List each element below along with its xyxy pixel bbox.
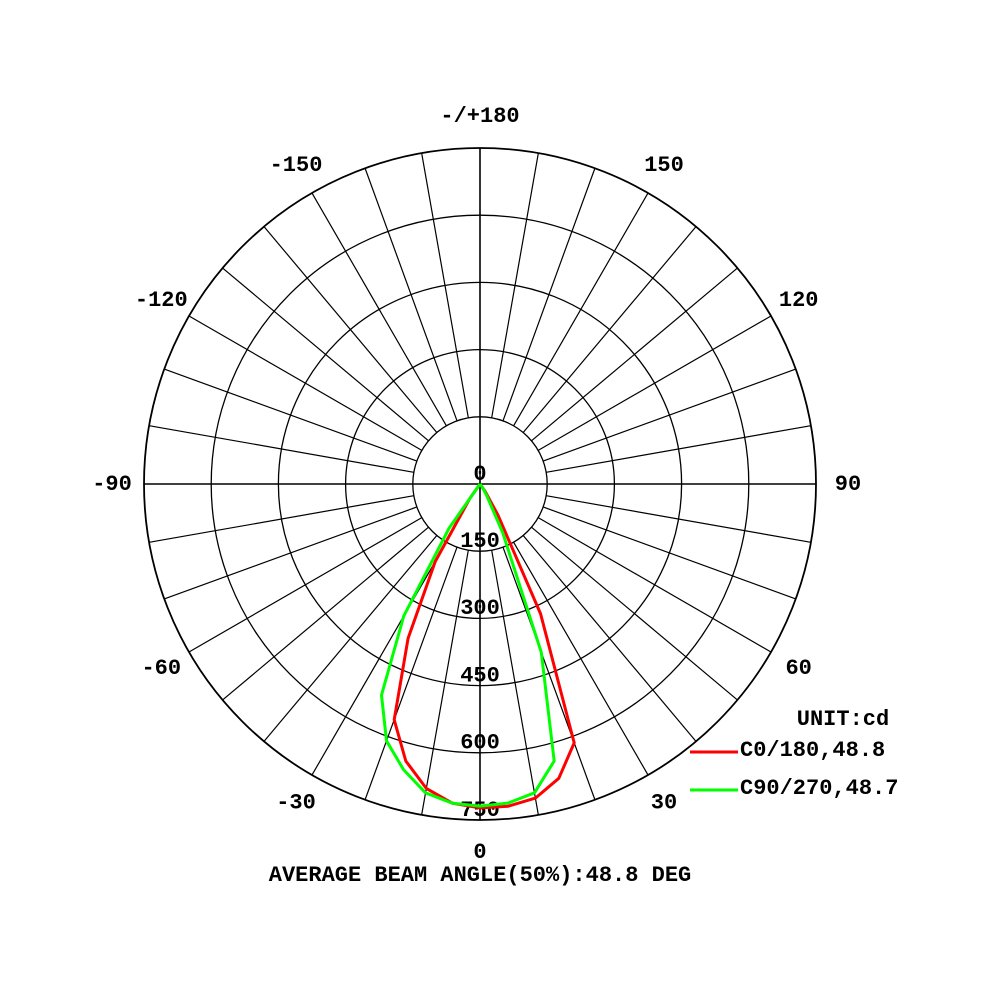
r-tick-label: 750 (460, 798, 500, 823)
ring (143, 147, 817, 821)
r-tick-label: 0 (473, 462, 486, 487)
unit-label: UNIT:cd (797, 707, 889, 732)
angle-tick-label: -30 (276, 791, 316, 816)
legend-label: C0/180,48.8 (740, 738, 885, 763)
angle-tick-label: 150 (644, 153, 684, 178)
legend-label: C90/270,48.7 (740, 776, 898, 801)
r-tick-label: 450 (460, 663, 500, 688)
footer: AVERAGE BEAM ANGLE(50%):48.8 DEG (269, 863, 691, 888)
angle-tick-label: 0 (473, 840, 486, 865)
ring (412, 416, 548, 552)
angle-tick-label: -150 (270, 153, 323, 178)
r-tick-label: 600 (460, 731, 500, 756)
angle-tick-label: 30 (651, 791, 677, 816)
r-tick-label: 150 (460, 529, 500, 554)
angle-tick-label: -90 (92, 472, 132, 497)
angle-tick-label: -60 (141, 656, 181, 681)
angle-tick-label: -120 (135, 288, 188, 313)
angle-tick-label: 90 (835, 472, 861, 497)
ring (277, 281, 683, 687)
angle-tick-label: 60 (785, 656, 811, 681)
angle-tick-label: 120 (779, 288, 819, 313)
ring (344, 348, 616, 620)
r-tick-label: 300 (460, 596, 500, 621)
intensity-curve (392, 483, 576, 810)
angle-tick-label: -/+180 (440, 104, 519, 129)
ring (210, 214, 750, 754)
intensity-curve (380, 483, 556, 808)
